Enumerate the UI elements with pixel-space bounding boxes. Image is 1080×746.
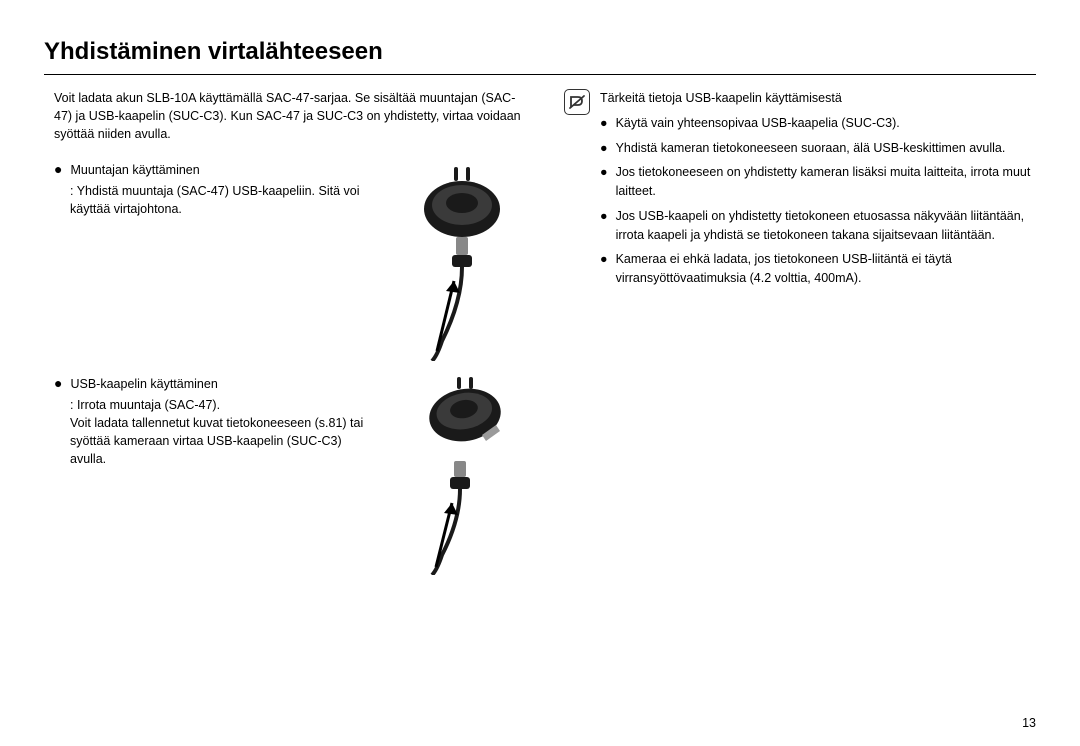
right-column: Tärkeitä tietoja USB-kaapelin käyttämise… xyxy=(564,89,1036,589)
section2-body2: Voit ladata tallennetut kuvat tietokonee… xyxy=(70,414,376,468)
section2-heading: USB-kaapelin käyttäminen xyxy=(70,375,217,393)
bullet-icon: ● xyxy=(54,161,62,179)
section1-heading: Muuntajan käyttäminen xyxy=(70,161,199,179)
diagram-adapter-connected xyxy=(392,161,532,361)
content-columns: Voit ladata akun SLB-10A käyttämällä SAC… xyxy=(44,89,1036,589)
note-title: Tärkeitä tietoja USB-kaapelin käyttämise… xyxy=(600,89,1036,108)
page-title: Yhdistäminen virtalähteeseen xyxy=(44,38,1036,75)
note-icon xyxy=(564,89,590,115)
note-item: Kameraa ei ehkä ladata, jos tietokoneen … xyxy=(616,250,1036,288)
note-box: Tärkeitä tietoja USB-kaapelin käyttämise… xyxy=(564,89,1036,288)
intro-paragraph: Voit ladata akun SLB-10A käyttämällä SAC… xyxy=(44,89,532,143)
note-list: ●Käytä vain yhteensopivaa USB-kaapelia (… xyxy=(600,114,1036,288)
section-adapter: ● Muuntajan käyttäminen : Yhdistä muunta… xyxy=(44,161,532,361)
note-item: Jos tietokoneeseen on yhdistetty kameran… xyxy=(616,163,1036,201)
note-item: Jos USB-kaapeli on yhdistetty tietokonee… xyxy=(616,207,1036,245)
section2-body1: : Irrota muuntaja (SAC-47). xyxy=(70,396,376,414)
section-usb: ● USB-kaapelin käyttäminen : Irrota muun… xyxy=(44,375,532,575)
note-item: Yhdistä kameran tietokoneeseen suoraan, … xyxy=(616,139,1006,158)
diagram-adapter-detaching xyxy=(392,375,532,575)
section1-body: : Yhdistä muuntaja (SAC-47) USB-kaapelii… xyxy=(54,182,376,218)
page-number: 13 xyxy=(1022,716,1036,730)
left-column: Voit ladata akun SLB-10A käyttämällä SAC… xyxy=(44,89,532,589)
note-item: Käytä vain yhteensopivaa USB-kaapelia (S… xyxy=(616,114,900,133)
bullet-icon: ● xyxy=(54,375,62,393)
